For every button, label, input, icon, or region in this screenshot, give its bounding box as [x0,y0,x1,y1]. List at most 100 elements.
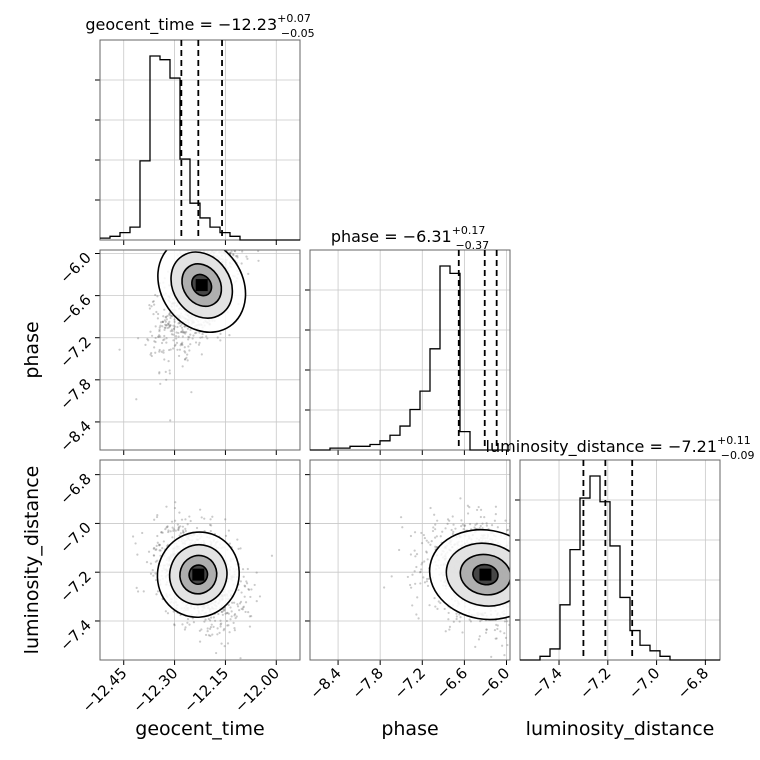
scatter-point [513,592,515,594]
scatter-point [186,353,189,356]
scatter-point [178,348,182,351]
scatter-point [165,505,168,508]
scatter-point [185,330,188,334]
scatter-point [177,331,180,335]
scatter-point [233,246,235,248]
scatter-point [450,528,453,532]
scatter-point [218,243,220,245]
scatter-point [531,602,533,604]
histogram-frame [519,459,721,661]
scatter-point [512,565,514,567]
scatter-point [255,571,258,574]
scatter-point [541,586,543,588]
scatter-point [150,351,153,355]
scatter-point [160,341,164,345]
scatter-point [174,334,178,338]
scatter-point [213,214,215,216]
scatter-point [459,497,462,500]
scatter-point [173,325,176,328]
histogram-frame [309,249,511,451]
scatter-point [539,595,541,597]
scatter-point [177,527,180,530]
scatter-point [158,334,161,337]
scatter-point [184,332,187,335]
ytick-label: −6.8 [56,470,94,508]
scatter-point [156,559,159,562]
scatter-point [209,625,213,629]
scatter-point [514,608,516,610]
scatter-point [233,224,235,226]
scatter-point [511,580,513,582]
scatter-point [165,337,168,340]
scatter-points [131,501,274,660]
scatter-point [184,358,187,361]
scatter-point [526,572,528,574]
scatter-point [219,221,221,223]
scatter-point [411,573,414,576]
scatter-point [235,247,237,249]
scatter-point [182,331,186,334]
scatter-point [232,229,234,231]
scatter-point [239,547,242,550]
scatter-point [517,583,519,585]
scatter-point [511,595,513,597]
scatter-point [446,518,450,521]
scatter-point [531,574,533,576]
scatter-point [172,324,175,327]
scatter-point [228,225,230,227]
scatter-point [210,623,213,626]
scatter-point [425,580,429,583]
scatter-point [202,242,204,244]
scatter-point [168,312,171,315]
scatter-point [155,544,158,547]
scatter-point [517,522,519,524]
scatter-point [490,655,493,658]
scatter-point [542,599,544,601]
scatter-point [211,247,213,249]
scatter-point [531,583,533,585]
scatter-point [415,553,419,556]
scatter-point [232,253,235,256]
scatter-point [231,601,234,604]
scatter-point [515,601,517,603]
scatter-point [181,525,185,528]
scatter-point [527,583,529,585]
scatter-point [172,328,176,331]
scatter-point [209,619,212,622]
scatter-point [413,570,416,573]
scatter-point [525,566,527,568]
scatter-point [218,246,220,248]
scatter-point [422,533,425,537]
scatter-point [419,582,422,585]
scatter-point [180,330,183,333]
scatter-point [168,372,171,375]
scatter-point [233,601,236,604]
scatter-point [216,627,219,630]
scatter-point [415,613,418,616]
scatter-points [118,214,260,422]
scatter-point [536,583,538,585]
scatter-point [201,246,203,248]
scatter-point [172,347,175,350]
scatter-point [209,634,212,637]
scatter-point [401,526,404,529]
scatter-point [513,591,515,593]
scatter-point [513,663,515,665]
scatter-point [227,241,229,243]
scatter-point [543,599,545,601]
scatter-point [511,583,513,585]
scatter-point [228,219,230,221]
scatter-point [446,522,449,525]
scatter-point [215,246,217,248]
scatter-point [524,601,526,603]
scatter-point [434,545,437,548]
scatter-point [237,243,239,245]
scatter-point [505,620,508,623]
scatter-point [233,250,236,253]
ytick-label: −7.8 [56,375,94,413]
scatter-point [516,545,518,547]
scatter-point [189,240,191,242]
scatter-point [451,515,454,518]
scatter-point [176,523,179,526]
scatter-point [207,243,209,245]
